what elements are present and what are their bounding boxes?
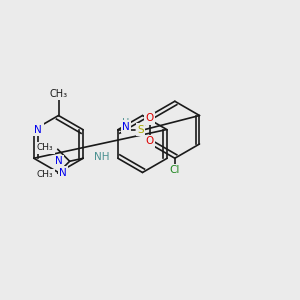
Text: N: N (55, 156, 63, 166)
Text: CH₃: CH₃ (37, 143, 53, 152)
Text: CH₃: CH₃ (37, 170, 53, 179)
Text: S: S (137, 125, 144, 135)
Text: O: O (145, 136, 153, 146)
Text: N: N (59, 167, 67, 178)
Text: N: N (34, 125, 42, 135)
Text: NH: NH (94, 152, 110, 162)
Text: CH₃: CH₃ (50, 88, 68, 99)
Text: O: O (145, 113, 153, 123)
Text: N: N (122, 122, 130, 132)
Text: Cl: Cl (169, 165, 180, 175)
Text: H: H (122, 118, 130, 128)
